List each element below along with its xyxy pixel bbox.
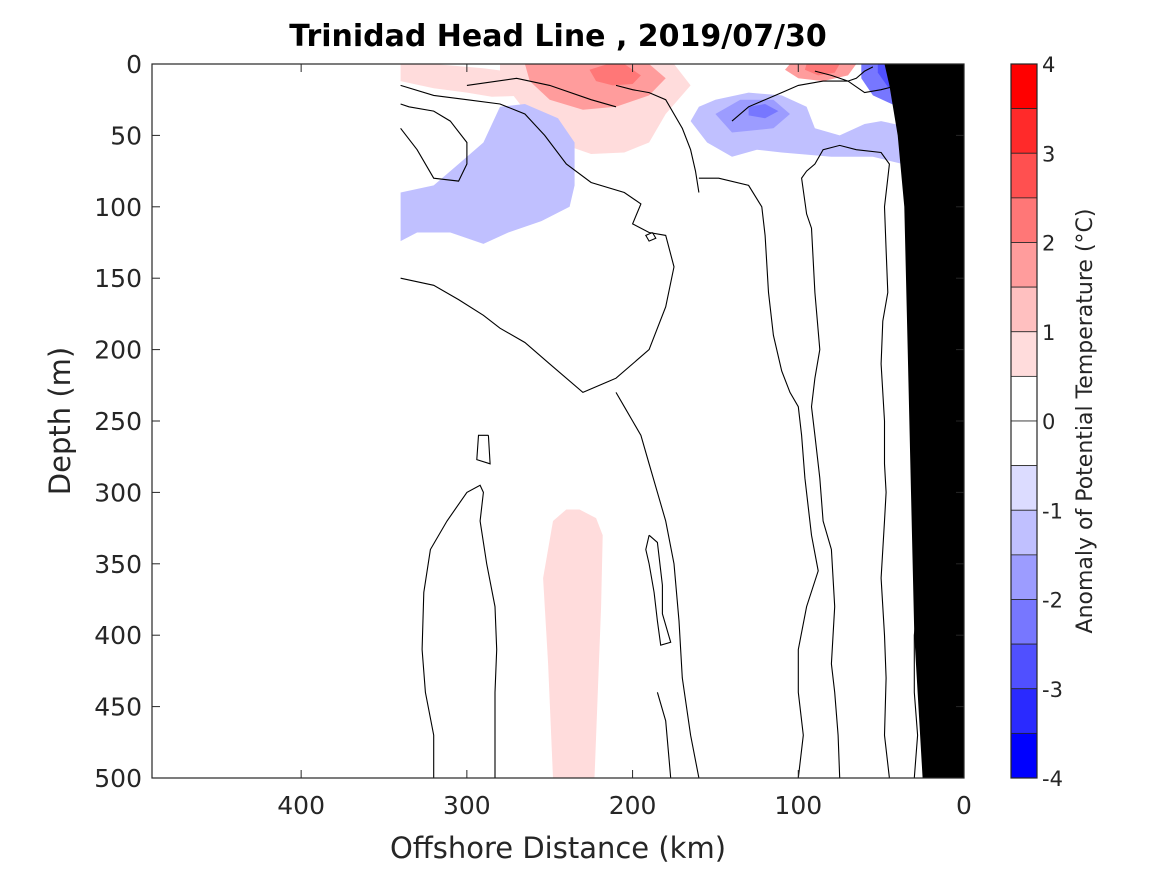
contour-line-6 [476, 434, 491, 465]
colorbar-tick-label: -4 [1042, 767, 1063, 791]
contour-line-8 [656, 692, 672, 778]
colorbar-swatch [1010, 732, 1038, 779]
colorbar-tick-label: -3 [1042, 678, 1063, 702]
y-axis-label: Depth (m) [43, 347, 77, 495]
y-tick-label: 300 [94, 478, 142, 507]
y-tick-label: 400 [94, 621, 142, 650]
y-axis: 0 50 100 150 200 250 300 350 400 450 500 [94, 50, 964, 793]
colorbar-frame [1010, 63, 1038, 779]
colorbar-swatch [1010, 465, 1038, 511]
colorbar-tick-label: 0 [1042, 410, 1055, 434]
colorbar-tick-label: 1 [1042, 321, 1055, 345]
contour-line-14 [731, 66, 874, 122]
contour-line-7 [645, 534, 672, 646]
anomaly-region-cold-near-surface-peak [748, 104, 779, 119]
colorbar-swatch [1010, 420, 1038, 467]
contour-line-11 [698, 177, 819, 778]
y-tick-label: 350 [94, 550, 142, 579]
y-tick-label: 450 [94, 693, 142, 722]
colorbar-swatch [1010, 643, 1038, 690]
contour-line-12 [801, 144, 890, 778]
anomaly-region-cold-mid [400, 104, 575, 244]
x-tick-label: 300 [443, 791, 491, 820]
y-tick-label: 150 [94, 264, 142, 293]
y-tick-label: 500 [94, 764, 142, 793]
colorbar-swatch [1010, 331, 1038, 377]
colorbar-swatch [1010, 286, 1038, 333]
contour-line-1 [400, 84, 675, 394]
x-axis-label: Offshore Distance (km) [390, 831, 726, 865]
x-tick-label: 200 [609, 791, 657, 820]
contour-line-3 [466, 77, 617, 108]
anomaly-region-warm-surface-3-core [804, 64, 840, 76]
colorbar: 4 3 2 1 0 -1 -2 -3 -4 [1010, 53, 1063, 791]
colorbar-swatch [1010, 242, 1038, 288]
y-tick-label: 0 [126, 50, 142, 79]
y-tick-label: 250 [94, 407, 142, 436]
colorbar-swatch [1010, 63, 1038, 110]
bathymetry-layer [884, 64, 964, 778]
colorbar-swatch [1010, 509, 1038, 556]
colorbar-swatch [1010, 197, 1038, 243]
contour-line-4 [615, 392, 700, 778]
colorbar-swatch [1010, 599, 1038, 645]
y-tick-label: 200 [94, 336, 142, 365]
contour-line-5 [421, 484, 498, 778]
colorbar-swatch [1010, 108, 1038, 154]
x-tick-label: 100 [774, 791, 822, 820]
zero-contour-lines [400, 64, 949, 778]
colorbar-tick-label: 4 [1042, 53, 1055, 77]
chart-title: Trinidad Head Line , 2019/07/30 [289, 19, 826, 54]
anomaly-region-warm-deep [543, 509, 603, 778]
y-tick-label: 100 [94, 193, 142, 222]
colorbar-swatch [1010, 554, 1038, 600]
colorbar-tick-label: 3 [1042, 142, 1055, 166]
x-tick-label: 400 [277, 791, 325, 820]
seafloor-bathymetry [884, 64, 964, 778]
contour-line-9 [645, 231, 657, 242]
colorbar-tick-label: -1 [1042, 499, 1063, 523]
colorbar-swatch [1010, 375, 1038, 422]
colorbar-label: Anomaly of Potential Temperature (°C) [1073, 209, 1098, 634]
anomaly-region-warm-surface-2-peak [589, 64, 641, 86]
colorbar-swatch [1010, 688, 1038, 734]
colorbar-tick-label: 2 [1042, 232, 1055, 256]
colorbar-tick-label: -2 [1042, 589, 1063, 613]
x-tick-label: 0 [956, 791, 972, 820]
y-tick-label: 50 [110, 121, 142, 150]
x-axis: 400 300 200 100 0 [277, 64, 972, 820]
contour-line-10 [615, 84, 700, 193]
contour-line-2 [400, 103, 468, 182]
colorbar-swatch [1010, 152, 1038, 199]
